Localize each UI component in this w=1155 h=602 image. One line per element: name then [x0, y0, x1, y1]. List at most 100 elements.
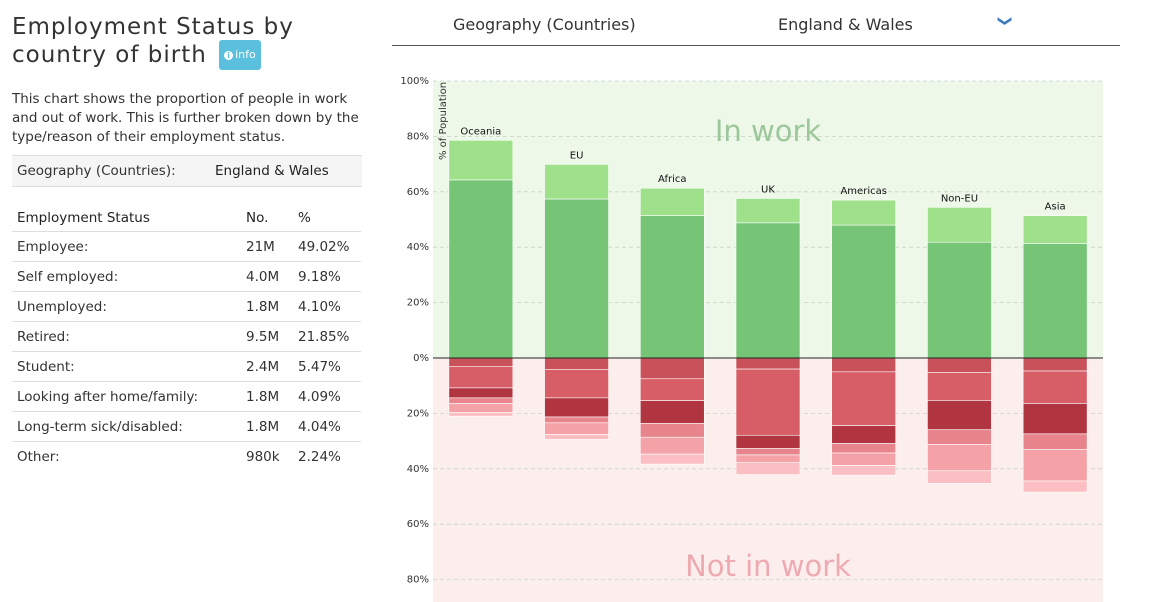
bar-segment-seg4	[735, 448, 801, 456]
percent-cell: 49.02%	[293, 231, 361, 262]
bar-segment-seg2	[448, 366, 514, 389]
bar-segment-employee	[1022, 243, 1088, 359]
chart-area: Geography (Countries) England & Wales ❯ …	[392, 0, 1122, 602]
bar-segment-employee	[448, 179, 514, 359]
number-cell: 9.5M	[241, 321, 293, 352]
title-line-2: country of birth	[12, 42, 207, 68]
info-button[interactable]: i info	[219, 40, 261, 70]
header-status: Employment Status	[17, 210, 150, 226]
bar-segment-employee	[831, 224, 897, 359]
bar-segment-seg5	[927, 444, 992, 472]
geography-selector[interactable]: Geography (Countries) England & Wales ❯	[392, 0, 1120, 46]
bar-segment-seg5	[831, 452, 897, 466]
status-cell: Long-term sick/disabled:	[12, 411, 241, 442]
info-icon: i	[224, 51, 234, 60]
table-row: Retired: 9.5M 21.85%	[12, 321, 361, 352]
bar-segment-seg3	[639, 400, 705, 424]
percent-cell: 9.18%	[293, 261, 361, 292]
status-cell: Employee:	[12, 231, 241, 262]
bar-segment-seg6	[1022, 480, 1088, 493]
bar-segment-seg5	[544, 422, 609, 435]
percent-cell: 2.24%	[293, 441, 361, 471]
y-tick-label: 0%	[413, 353, 429, 364]
bar-segment-seg3	[735, 434, 801, 449]
category-label: Americas	[840, 186, 886, 197]
bar-segment-seg1	[927, 357, 992, 373]
geography-row: Geography (Countries): England & Wales	[12, 155, 362, 187]
bar-segment-employee	[544, 198, 609, 359]
bar-segment-self_employed	[831, 199, 897, 226]
percent-cell: 4.09%	[293, 381, 361, 412]
y-tick-label: 20%	[407, 408, 429, 419]
bar-segment-self_employed	[448, 139, 514, 181]
not-in-work-label: Not in work	[685, 549, 851, 583]
bar-segment-seg2	[735, 368, 801, 436]
bar-segment-seg1	[544, 357, 609, 370]
category-label: Oceania	[460, 126, 501, 137]
employment-status-table: Employment Status No. % Employee: 21M 49.0…	[12, 205, 361, 471]
status-cell: Student:	[12, 351, 241, 382]
number-cell: 4.0M	[241, 261, 293, 292]
table-header-row: Employment Status No. %	[12, 205, 361, 232]
bar-segment-seg1	[1022, 357, 1088, 372]
bar-segment-seg3	[448, 387, 514, 399]
bar-segment-seg5	[639, 436, 705, 455]
status-cell: Other:	[12, 441, 241, 471]
y-axis-label: % of Population	[438, 82, 449, 160]
bar-segment-employee	[735, 222, 801, 359]
bar-segment-seg1	[639, 357, 705, 380]
category-label: Asia	[1045, 202, 1066, 213]
bar-segment-employee	[639, 215, 705, 359]
bar-segment-seg4	[448, 397, 514, 404]
bar-segment-self_employed	[544, 164, 609, 200]
category-label: UK	[761, 184, 775, 195]
bar-segment-self_employed	[927, 207, 992, 243]
bar-segment-seg4	[639, 423, 705, 438]
bar-segment-seg1	[831, 357, 897, 373]
bar-segment-seg5	[1022, 449, 1088, 482]
percent-cell: 21.85%	[293, 321, 361, 352]
bar-segment-seg5	[735, 454, 801, 464]
bar-segment-seg6	[448, 412, 514, 417]
in-work-label: In work	[715, 114, 822, 148]
table-row: Looking after home/family: 1.8M 4.09%	[12, 381, 361, 412]
bar-segment-seg2	[927, 372, 992, 401]
percent-cell: 4.04%	[293, 411, 361, 442]
header-number: No.	[246, 210, 269, 226]
title-line-1: Employment Status by	[12, 14, 294, 40]
bar-segment-seg2	[639, 378, 705, 401]
category-label: EU	[570, 150, 584, 161]
info-button-label: info	[235, 48, 256, 61]
number-cell: 1.8M	[241, 381, 293, 412]
y-tick-label: 40%	[407, 242, 429, 253]
bar-segment-seg3	[544, 397, 609, 418]
bar-segment-seg4	[544, 416, 609, 424]
y-tick-label: 20%	[407, 298, 429, 309]
bar-segment-seg1	[735, 357, 801, 370]
bar-segment-seg2	[831, 371, 897, 426]
table-row: Self employed: 4.0M 9.18%	[12, 261, 361, 292]
y-tick-label: 60%	[407, 187, 429, 198]
bar-segment-seg4	[927, 429, 992, 445]
y-tick-label: 60%	[407, 519, 429, 530]
selector-value[interactable]: England & Wales	[778, 15, 913, 34]
category-label: Non-EU	[941, 193, 978, 204]
bar-segment-self_employed	[639, 187, 705, 216]
bar-segment-seg5	[448, 403, 514, 413]
table-row: Long-term sick/disabled: 1.8M 4.04%	[12, 411, 361, 442]
bar-segment-seg3	[927, 400, 992, 431]
bar-segment-seg6	[639, 453, 705, 465]
percent-cell: 5.47%	[293, 351, 361, 382]
table-row: Other: 980k 2.24%	[12, 441, 361, 471]
status-cell: Unemployed:	[12, 291, 241, 322]
number-cell: 21M	[241, 231, 293, 262]
selector-label: Geography (Countries)	[453, 15, 636, 34]
table-row: Student: 2.4M 5.47%	[12, 351, 361, 382]
bar-segment-seg6	[735, 462, 801, 475]
bar-segment-seg3	[831, 425, 897, 444]
y-tick-label: 40%	[407, 464, 429, 475]
table-row: Employee: 21M 49.02%	[12, 231, 361, 262]
status-cell: Retired:	[12, 321, 241, 352]
bar-segment-seg2	[1022, 370, 1088, 404]
